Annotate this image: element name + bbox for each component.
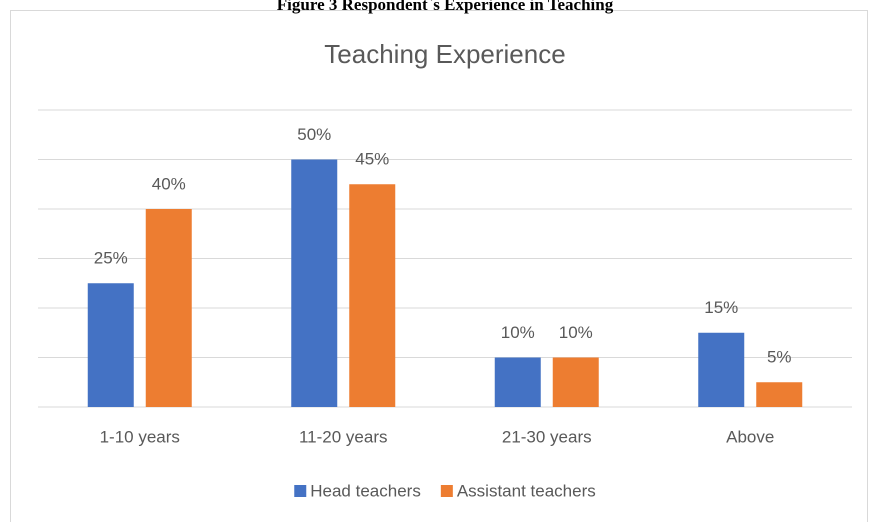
bar bbox=[494, 357, 541, 407]
bar bbox=[145, 209, 192, 407]
figure-caption: Figure 3 Respondent`s Experience in Teac… bbox=[277, 0, 614, 14]
x-tick-label: 11-20 years bbox=[299, 427, 388, 446]
data-label: 25% bbox=[94, 249, 128, 268]
data-label: 10% bbox=[501, 323, 535, 342]
chart-title: Teaching Experience bbox=[324, 39, 565, 69]
data-label: 5% bbox=[767, 348, 792, 367]
x-tick-label: Above bbox=[726, 427, 774, 446]
bar bbox=[349, 184, 396, 407]
bar bbox=[552, 357, 599, 407]
bar bbox=[291, 159, 338, 407]
bar bbox=[698, 332, 745, 407]
bar bbox=[756, 382, 803, 407]
legend-swatch bbox=[294, 485, 307, 497]
legend-label: Head teachers bbox=[310, 481, 421, 500]
x-tick-label: 1-10 years bbox=[100, 427, 180, 446]
data-label: 10% bbox=[559, 323, 593, 342]
bar bbox=[87, 283, 134, 407]
data-label: 15% bbox=[704, 298, 738, 317]
x-tick-label: 21-30 years bbox=[502, 427, 592, 446]
data-label: 40% bbox=[152, 174, 186, 193]
legend-label: Assistant teachers bbox=[457, 481, 596, 500]
data-label: 50% bbox=[297, 125, 331, 144]
data-label: 45% bbox=[355, 150, 389, 169]
legend-swatch bbox=[440, 485, 453, 497]
